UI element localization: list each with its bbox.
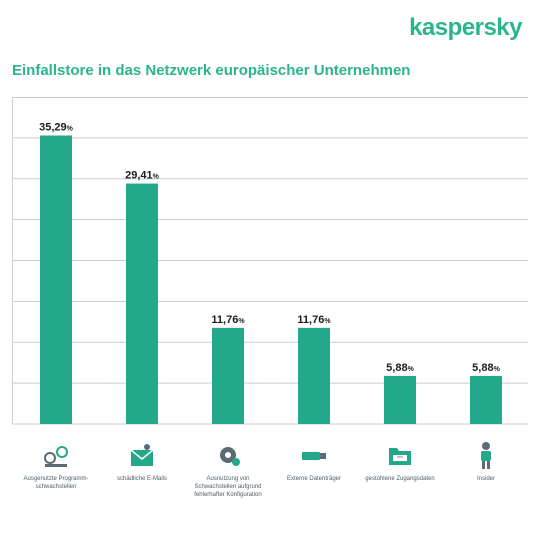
bar	[212, 327, 244, 424]
chart-area: 35,29% 29,41% 11,76% 11,76% 5,88% 5,88%	[12, 97, 528, 435]
data-label: 11,76%	[211, 314, 245, 326]
kaspersky-logo: kaspersky	[409, 14, 522, 41]
chart-title: Einfallstore in das Netzwerk europäische…	[12, 62, 411, 79]
bar	[384, 375, 416, 424]
data-label: 29,41%	[125, 170, 160, 182]
email-icon	[127, 440, 157, 470]
bar	[298, 327, 330, 424]
data-label: 5,88%	[472, 362, 500, 374]
data-label: 5,88%	[386, 362, 414, 374]
bar	[40, 135, 72, 424]
exploit-icon	[41, 440, 71, 470]
bar	[126, 183, 158, 424]
data-label: 35,29%	[39, 122, 74, 134]
category-label: Ausgenutzte Programm-schwachstellen	[23, 476, 89, 491]
bar-chart: 35,29% 29,41% 11,76% 11,76% 5,88% 5,88%	[12, 97, 528, 425]
insider-person-icon	[471, 440, 501, 470]
category-label: Ausnutzung von Schwachstellen aufgrund f…	[194, 476, 262, 499]
svg-text:***: ***	[397, 456, 403, 462]
data-label: 11,76%	[297, 314, 331, 326]
folder-password-icon: ***	[385, 440, 415, 470]
gear-icon	[213, 440, 243, 470]
category-label: gestohlene Zugangsdaten	[365, 476, 435, 482]
category-label: Insider	[476, 476, 495, 482]
usb-drive-icon	[299, 440, 329, 470]
bar	[470, 375, 502, 424]
category-label: schädliche E-Mails	[116, 476, 168, 482]
category-label: Externe Datenträger	[286, 476, 342, 482]
